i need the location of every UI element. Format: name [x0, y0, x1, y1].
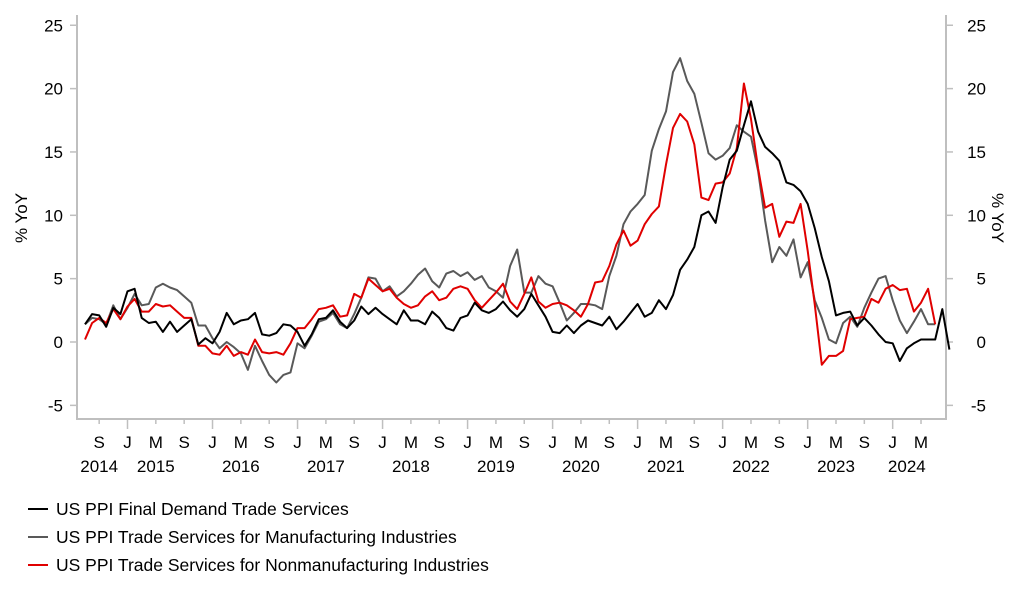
legend-label-final-demand: US PPI Final Demand Trade Services [56, 498, 349, 519]
legend-item-final-demand: US PPI Final Demand Trade Services [28, 495, 489, 523]
y-tick-label-left: 0 [54, 333, 63, 352]
x-tick-label: M [829, 433, 843, 452]
y-axis-title-right: % YoY [988, 193, 1007, 243]
x-tick-label: J [803, 433, 812, 452]
x-year-label: 2014 [80, 457, 118, 476]
series-line-nonmanufacturing [84, 82, 937, 366]
x-tick-label: J [123, 433, 132, 452]
y-tick-label-left: 15 [44, 143, 63, 162]
x-tick-label: J [463, 433, 472, 452]
x-year-label: 2019 [477, 457, 515, 476]
x-tick-label: J [208, 433, 217, 452]
x-year-label: 2018 [392, 457, 430, 476]
x-tick-label: J [378, 433, 387, 452]
legend-swatch-nonmanufacturing [28, 564, 48, 566]
legend-label-manufacturing: US PPI Trade Services for Manufacturing … [56, 526, 457, 547]
y-tick-label-right: 5 [977, 270, 986, 289]
y-tick-label-right: 15 [967, 143, 986, 162]
x-year-label: 2020 [562, 457, 600, 476]
x-tick-label: M [744, 433, 758, 452]
x-tick-label: S [349, 433, 360, 452]
x-tick-label: S [604, 433, 615, 452]
x-tick-label: M [489, 433, 503, 452]
series-line-manufacturing [84, 57, 936, 384]
x-tick-label: S [519, 433, 530, 452]
y-ticks: -5 -5 0 0 5 5 10 10 15 15 20 20 25 25 [44, 16, 986, 415]
legend-swatch-manufacturing [28, 536, 48, 538]
x-tick-label: M [149, 433, 163, 452]
x-tick-label: S [264, 433, 275, 452]
x-tick-label: J [548, 433, 557, 452]
x-year-label: 2023 [817, 457, 855, 476]
y-tick-label-left: 10 [44, 206, 63, 225]
axes [76, 15, 947, 420]
y-tick-label-left: 25 [44, 16, 63, 35]
y-tick-label-left: -5 [48, 396, 63, 415]
y-tick-label-right: 0 [977, 333, 986, 352]
legend-item-nonmanufacturing: US PPI Trade Services for Nonmanufacturi… [28, 551, 489, 579]
y-axis-title-left: % YoY [12, 193, 31, 243]
x-tick-label: M [234, 433, 248, 452]
legend-swatch-final-demand [28, 508, 48, 510]
legend: US PPI Final Demand Trade Services US PP… [28, 495, 489, 579]
x-tick-label: S [859, 433, 870, 452]
x-tick-label: J [293, 433, 302, 452]
x-tick-label: M [574, 433, 588, 452]
series-lines [84, 57, 951, 384]
y-tick-label-left: 20 [44, 80, 63, 99]
x-tick-label: M [659, 433, 673, 452]
y-tick-label-left: 5 [54, 270, 63, 289]
x-tick-label: S [434, 433, 445, 452]
x-year-label: 2017 [307, 457, 345, 476]
y-tick-label-right: 25 [967, 16, 986, 35]
x-tick-label: S [179, 433, 190, 452]
x-year-label: 2024 [888, 457, 926, 476]
x-tick-label: M [914, 433, 928, 452]
y-tick-label-right: 10 [967, 206, 986, 225]
x-tick-label: J [718, 433, 727, 452]
legend-label-nonmanufacturing: US PPI Trade Services for Nonmanufacturi… [56, 554, 489, 575]
x-tick-label: M [319, 433, 333, 452]
x-year-label: 2022 [732, 457, 770, 476]
x-year-label: 2016 [222, 457, 260, 476]
y-tick-label-right: -5 [971, 396, 986, 415]
x-tick-label: J [888, 433, 897, 452]
x-tick-label: S [93, 433, 104, 452]
x-year-label: 2021 [647, 457, 685, 476]
series-line-final-demand [84, 100, 951, 362]
x-tick-label: S [689, 433, 700, 452]
x-tick-label: M [404, 433, 418, 452]
x-tick-label: J [633, 433, 642, 452]
x-year-label: 2015 [137, 457, 175, 476]
x-tick-label: S [774, 433, 785, 452]
y-tick-label-right: 20 [967, 80, 986, 99]
legend-item-manufacturing: US PPI Trade Services for Manufacturing … [28, 523, 489, 551]
